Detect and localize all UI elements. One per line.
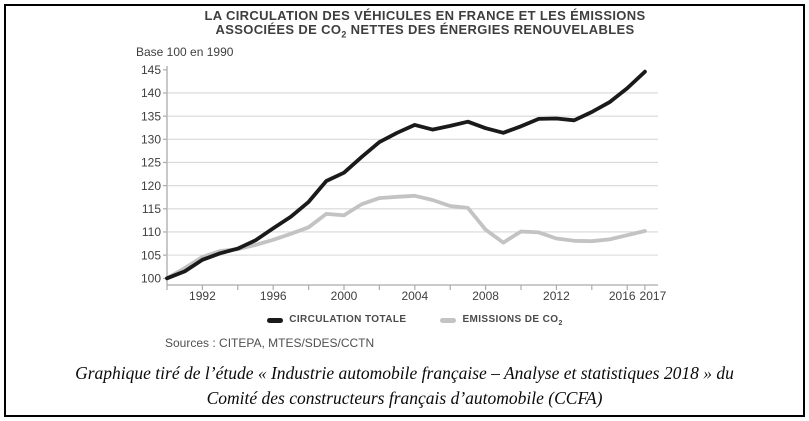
caption-line1: Graphique tiré de l’étude « Industrie au… — [75, 363, 734, 383]
sources-line: Sources : CITEPA, MTES/SDES/CCTN — [165, 336, 375, 350]
chart-title: LA CIRCULATION DES VÉHICULES EN FRANCE E… — [135, 9, 715, 42]
y-tick-label: 135 — [141, 109, 161, 123]
chart-title-line2: ASSOCIÉES DE CO2 NETTES DES ÉNERGIES REN… — [215, 22, 635, 40]
y-tick-label: 100 — [141, 272, 161, 286]
y-tick-label: 140 — [141, 86, 161, 100]
legend-label-emissions: EMISSIONS DE CO2 — [462, 314, 563, 327]
caption-line2: Comité des constructeurs français d’auto… — [206, 388, 603, 408]
legend-item-circulation: CIRCULATION TOTALE — [267, 314, 406, 327]
caption: Graphique tiré de l’étude « Industrie au… — [12, 361, 797, 411]
y-tick-label: 115 — [142, 202, 161, 216]
x-tick-label: 1996 — [260, 289, 287, 303]
y-tick-label: 145 — [141, 63, 161, 77]
x-tick-label: 2012 — [543, 289, 570, 303]
series-line-circulation-totale — [165, 69, 647, 281]
y-tick-label: 130 — [141, 133, 161, 147]
emissions-line-swatch — [440, 318, 457, 323]
y-tick-label: 120 — [141, 179, 161, 193]
series-line-emissions-de-co2 — [165, 193, 647, 281]
y-tick-label: 110 — [142, 225, 161, 239]
chart-svg: 100 105 110 115 120 125 130 135 140 145 1992 1996 20… — [141, 63, 667, 303]
chart-legend: CIRCULATION TOTALE EMISSIONS DE CO2 — [135, 314, 695, 327]
y-tick-label: 105 — [141, 248, 161, 262]
y-tick-label: 125 — [141, 156, 161, 170]
legend-label-circulation: CIRCULATION TOTALE — [289, 314, 407, 325]
co2-subscript: 2 — [341, 29, 347, 40]
x-tick-label: 1992 — [189, 289, 216, 303]
x-tick-label: 2000 — [331, 289, 358, 303]
x-tick-label: 2004 — [401, 289, 428, 303]
chart-title-line1: LA CIRCULATION DES VÉHICULES EN FRANCE E… — [204, 8, 646, 23]
x-tick-label: 2016 — [609, 289, 636, 303]
base-100-label: Base 100 en 1990 — [136, 45, 234, 59]
circulation-line-swatch — [267, 318, 284, 323]
x-tick-label: 2017 — [640, 289, 667, 303]
x-tick-label: 2008 — [472, 289, 499, 303]
legend-item-emissions: EMISSIONS DE CO2 — [440, 314, 562, 327]
